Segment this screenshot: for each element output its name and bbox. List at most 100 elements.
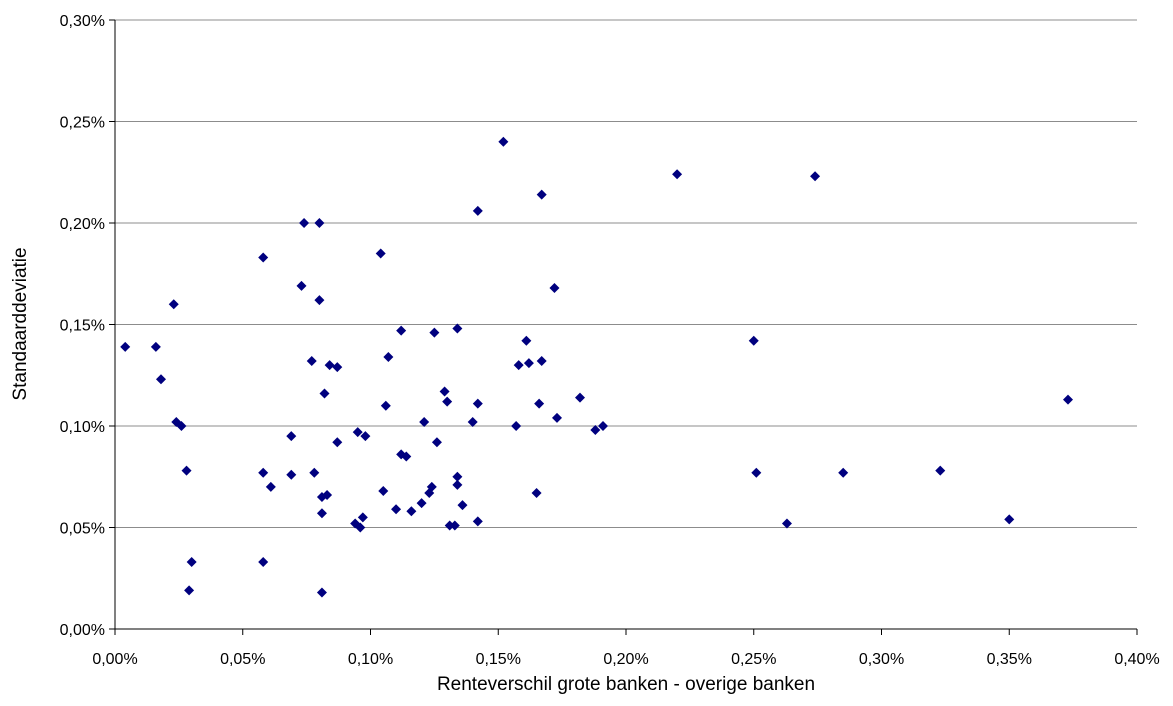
data-point	[406, 506, 417, 517]
gridlines	[115, 19, 1137, 528]
data-point	[1063, 394, 1074, 405]
data-point	[322, 490, 333, 501]
data-point	[286, 469, 297, 480]
data-point	[575, 392, 586, 403]
y-axis-title: Standaarddeviatie	[10, 247, 31, 400]
x-tick-label: 0,00%	[92, 651, 137, 668]
data-point	[457, 500, 468, 511]
data-point	[391, 504, 402, 515]
data-point	[306, 356, 317, 367]
data-point	[531, 487, 542, 498]
x-tick-label: 0,25%	[731, 651, 776, 668]
data-point	[472, 516, 483, 527]
data-point	[781, 518, 792, 529]
data-point	[672, 169, 683, 180]
data-point	[332, 437, 343, 448]
data-point	[181, 465, 192, 476]
data-point	[751, 467, 762, 478]
data-point	[357, 512, 368, 523]
x-tick-label: 0,40%	[1114, 651, 1159, 668]
data-point	[176, 421, 187, 431]
data-point	[316, 587, 327, 598]
data-point	[521, 335, 532, 346]
y-tick-label: 0,20%	[60, 216, 105, 233]
data-point	[352, 427, 363, 438]
data-point	[319, 388, 330, 399]
y-tick-label: 0,15%	[60, 318, 105, 335]
data-point	[396, 325, 407, 336]
data-point	[150, 341, 161, 352]
data-point	[598, 421, 609, 431]
data-point	[184, 585, 195, 596]
x-tick-label: 0,35%	[987, 651, 1032, 668]
data-point	[186, 557, 197, 568]
data-point	[552, 412, 563, 423]
data-point	[286, 431, 297, 442]
data-point	[511, 421, 522, 431]
data-point	[449, 520, 460, 531]
x-tick-label: 0,30%	[859, 651, 904, 668]
y-tick-label: 0,30%	[60, 13, 105, 30]
data-point	[523, 358, 534, 369]
data-point	[513, 360, 524, 371]
data-point	[316, 508, 327, 519]
data-point	[309, 467, 320, 478]
data-point	[590, 425, 601, 436]
y-tick-label: 0,05%	[60, 521, 105, 538]
data-point	[299, 218, 310, 228]
data-point	[378, 485, 389, 496]
data-point	[452, 479, 463, 490]
data-point	[296, 280, 307, 291]
data-point	[452, 323, 463, 334]
data-point	[549, 282, 560, 293]
data-point	[314, 295, 325, 306]
data-point	[375, 248, 386, 259]
y-tick-labels: 0,00% 0,05% 0,10% 0,15% 0,20% 0,25% 0,30%	[60, 13, 105, 639]
data-point	[401, 451, 412, 462]
y-tick-label: 0,25%	[60, 115, 105, 132]
data-point	[472, 205, 483, 216]
y-tick-label: 0,10%	[60, 419, 105, 436]
data-point	[838, 467, 849, 478]
data-point	[416, 498, 427, 509]
x-tick-label: 0,20%	[603, 651, 648, 668]
data-point	[452, 471, 463, 482]
data-point	[442, 396, 453, 407]
data-point	[444, 520, 455, 531]
y-tick-label: 0,00%	[60, 622, 105, 639]
x-tick-label: 0,10%	[348, 651, 393, 668]
data-point	[168, 299, 179, 310]
x-axis-title: Renteverschil grote banken - overige ban…	[437, 674, 815, 695]
data-point	[380, 400, 391, 411]
x-tick-label: 0,15%	[476, 651, 521, 668]
data-point	[258, 252, 269, 263]
data-point	[748, 335, 759, 346]
data-point	[419, 416, 430, 427]
data-point	[120, 341, 131, 352]
data-point	[472, 398, 483, 409]
x-tick-label: 0,05%	[220, 651, 265, 668]
data-point	[498, 136, 509, 147]
axes	[109, 19, 1138, 635]
data-point	[360, 431, 371, 442]
data-point	[1004, 514, 1015, 525]
data-point	[383, 351, 394, 362]
data-point	[534, 398, 545, 409]
data-point	[536, 189, 547, 200]
data-point	[426, 481, 437, 492]
data-point	[439, 386, 450, 397]
data-point	[265, 481, 276, 492]
data-point	[324, 360, 335, 371]
data-point	[935, 465, 946, 476]
data-point	[429, 327, 440, 338]
data-points	[120, 136, 1074, 598]
data-point	[332, 362, 343, 373]
data-point	[536, 356, 547, 367]
data-point	[314, 218, 325, 228]
data-point	[258, 467, 269, 478]
data-point	[431, 437, 442, 448]
data-point	[258, 557, 269, 568]
data-point	[810, 171, 821, 182]
x-tick-labels: 0,00% 0,05% 0,10% 0,15% 0,20% 0,25% 0,30% 0,35%…	[92, 651, 1159, 668]
